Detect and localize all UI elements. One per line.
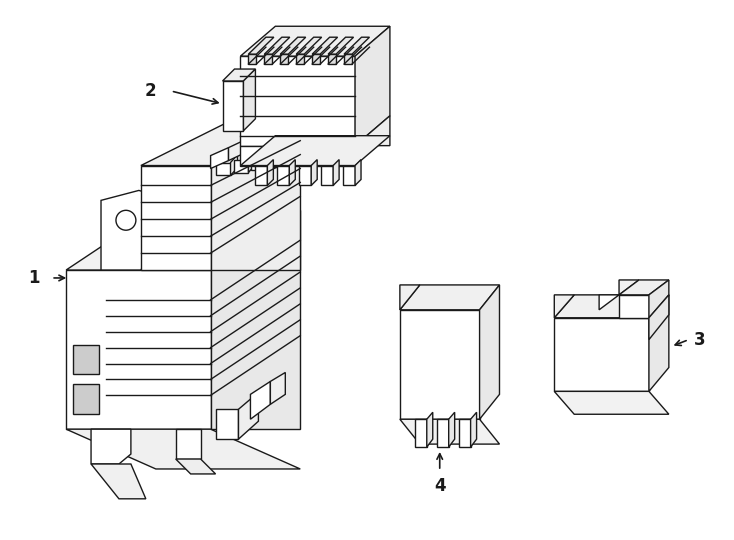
Polygon shape bbox=[619, 295, 649, 318]
Polygon shape bbox=[599, 295, 619, 310]
Polygon shape bbox=[264, 54, 272, 64]
Polygon shape bbox=[400, 285, 420, 310]
Polygon shape bbox=[267, 160, 273, 185]
Polygon shape bbox=[269, 153, 284, 166]
Polygon shape bbox=[175, 429, 200, 459]
Polygon shape bbox=[355, 116, 390, 146]
Polygon shape bbox=[554, 295, 574, 318]
Polygon shape bbox=[400, 419, 500, 444]
Polygon shape bbox=[264, 37, 290, 54]
Polygon shape bbox=[437, 419, 448, 447]
Polygon shape bbox=[248, 54, 256, 64]
Polygon shape bbox=[73, 345, 99, 374]
Polygon shape bbox=[297, 37, 321, 54]
Polygon shape bbox=[244, 69, 255, 131]
Polygon shape bbox=[252, 157, 266, 170]
Polygon shape bbox=[470, 412, 476, 447]
Polygon shape bbox=[619, 280, 639, 295]
Polygon shape bbox=[216, 163, 230, 176]
Polygon shape bbox=[66, 210, 300, 270]
Polygon shape bbox=[333, 160, 339, 185]
Polygon shape bbox=[415, 419, 426, 447]
Polygon shape bbox=[328, 37, 354, 54]
Polygon shape bbox=[66, 270, 211, 429]
Polygon shape bbox=[297, 54, 304, 64]
Polygon shape bbox=[248, 152, 255, 172]
Polygon shape bbox=[239, 393, 258, 439]
Polygon shape bbox=[228, 140, 245, 160]
Polygon shape bbox=[278, 116, 295, 137]
Polygon shape bbox=[248, 37, 274, 54]
Polygon shape bbox=[479, 285, 500, 419]
Polygon shape bbox=[262, 124, 278, 145]
Polygon shape bbox=[400, 285, 500, 310]
Polygon shape bbox=[321, 166, 333, 185]
Polygon shape bbox=[73, 384, 99, 414]
Polygon shape bbox=[649, 280, 669, 318]
Circle shape bbox=[116, 210, 136, 230]
Polygon shape bbox=[343, 166, 355, 185]
Polygon shape bbox=[619, 280, 669, 295]
Polygon shape bbox=[312, 37, 338, 54]
Polygon shape bbox=[284, 146, 291, 166]
Polygon shape bbox=[355, 160, 361, 185]
Polygon shape bbox=[426, 412, 433, 447]
Polygon shape bbox=[344, 54, 352, 64]
Polygon shape bbox=[66, 429, 300, 469]
Text: 4: 4 bbox=[434, 477, 446, 495]
Polygon shape bbox=[270, 373, 286, 404]
Polygon shape bbox=[141, 121, 300, 166]
Polygon shape bbox=[328, 54, 336, 64]
Polygon shape bbox=[649, 295, 669, 392]
Polygon shape bbox=[312, 54, 320, 64]
Polygon shape bbox=[311, 160, 317, 185]
Polygon shape bbox=[280, 37, 306, 54]
Polygon shape bbox=[222, 81, 244, 131]
Polygon shape bbox=[175, 459, 216, 474]
Text: 2: 2 bbox=[144, 82, 156, 100]
Polygon shape bbox=[280, 54, 288, 64]
Polygon shape bbox=[266, 148, 273, 170]
Polygon shape bbox=[459, 419, 470, 447]
Polygon shape bbox=[245, 132, 262, 153]
Polygon shape bbox=[233, 160, 248, 172]
Polygon shape bbox=[344, 37, 369, 54]
Polygon shape bbox=[355, 26, 390, 146]
Polygon shape bbox=[241, 136, 390, 166]
Polygon shape bbox=[400, 310, 479, 419]
Polygon shape bbox=[241, 146, 355, 166]
Polygon shape bbox=[230, 154, 238, 176]
Polygon shape bbox=[554, 392, 669, 414]
Polygon shape bbox=[448, 412, 454, 447]
Polygon shape bbox=[101, 191, 156, 270]
Polygon shape bbox=[250, 381, 270, 419]
Polygon shape bbox=[289, 160, 295, 185]
Polygon shape bbox=[241, 26, 390, 56]
Polygon shape bbox=[241, 56, 355, 146]
Text: 1: 1 bbox=[28, 269, 39, 287]
Polygon shape bbox=[211, 121, 300, 270]
Polygon shape bbox=[222, 69, 255, 81]
Polygon shape bbox=[277, 166, 289, 185]
Polygon shape bbox=[255, 166, 267, 185]
Polygon shape bbox=[554, 295, 669, 318]
Polygon shape bbox=[299, 166, 311, 185]
Polygon shape bbox=[211, 147, 228, 168]
Polygon shape bbox=[554, 318, 649, 392]
Polygon shape bbox=[211, 210, 300, 429]
Polygon shape bbox=[216, 409, 239, 439]
Polygon shape bbox=[91, 429, 131, 464]
Polygon shape bbox=[141, 166, 211, 270]
Polygon shape bbox=[91, 464, 146, 499]
Text: 3: 3 bbox=[694, 330, 705, 349]
Polygon shape bbox=[649, 295, 669, 340]
